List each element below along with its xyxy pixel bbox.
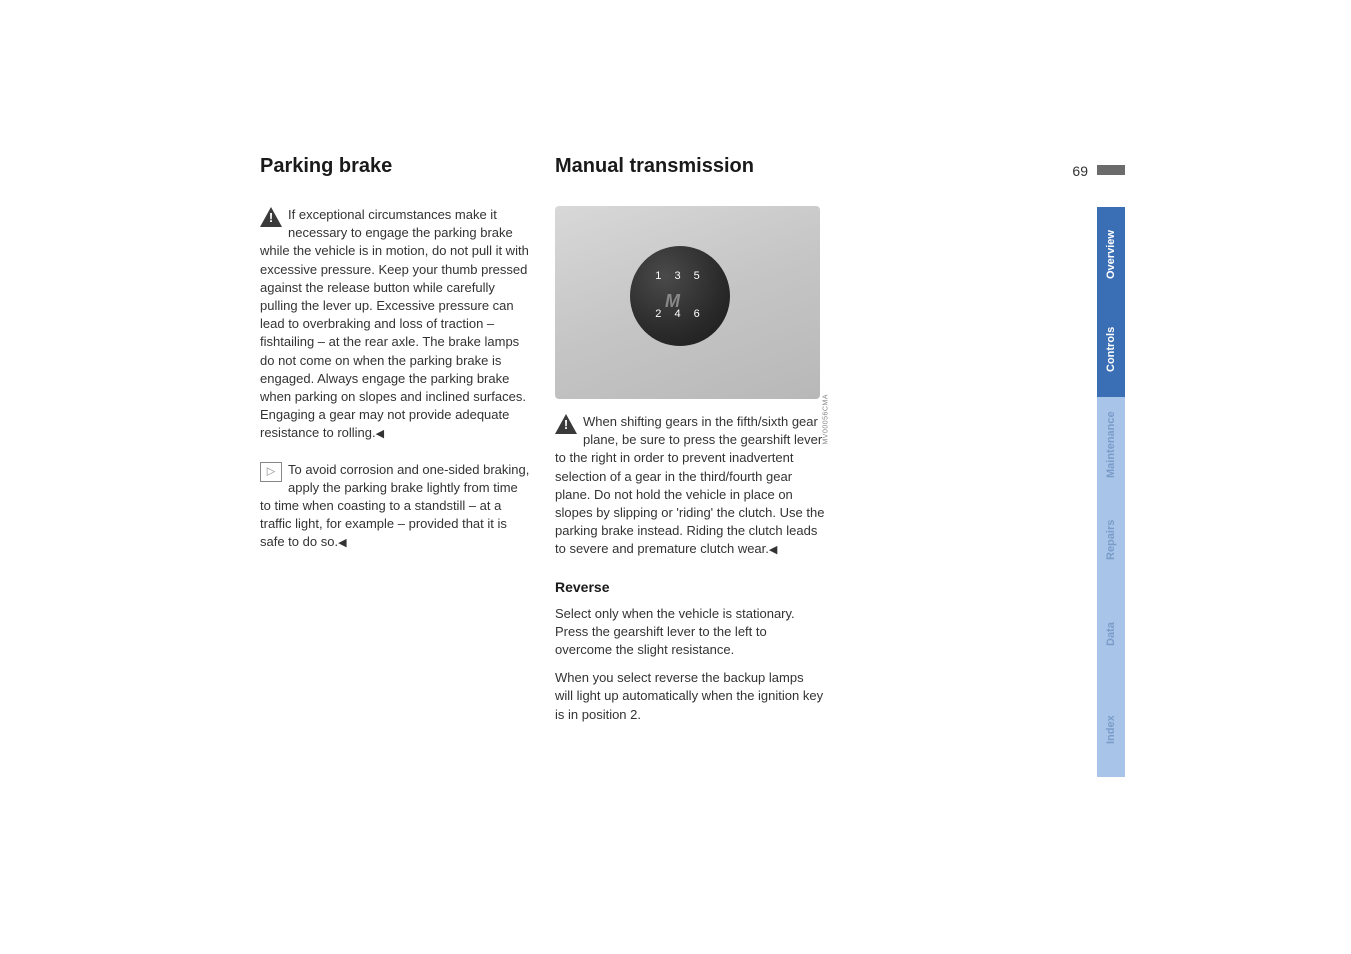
gear-logo: M (665, 291, 680, 312)
end-marker-icon: ◀ (376, 427, 384, 442)
warning-icon (260, 207, 282, 227)
sidebar-tabs: Overview Controls Maintenance Repairs Da… (1097, 207, 1125, 777)
warning-text: If exceptional circumstances make it nec… (260, 207, 529, 440)
reverse-text-2: When you select reverse the backup lamps… (555, 669, 825, 724)
end-marker-icon: ◀ (338, 536, 346, 551)
warning-block: If exceptional circumstances make it nec… (260, 206, 530, 443)
gearshift-figure: 1 3 5 2 4 6 M MV00056CMA (555, 206, 820, 399)
reverse-text-1: Select only when the vehicle is stationa… (555, 605, 825, 660)
page-number-bar (1097, 165, 1125, 175)
transmission-warning-text: When shifting gears in the fifth/sixth g… (555, 414, 824, 556)
tab-index[interactable]: Index (1097, 682, 1125, 777)
tip-text: To avoid corrosion and one-sided braking… (260, 462, 529, 550)
figure-caption: MV00056CMA (823, 394, 830, 445)
gear-pattern: 1 3 5 2 4 6 (652, 270, 708, 320)
warning-block: When shifting gears in the fifth/sixth g… (555, 413, 825, 559)
tip-block: To avoid corrosion and one-sided braking… (260, 461, 530, 552)
reverse-subheading: Reverse (555, 579, 825, 595)
tab-overview[interactable]: Overview (1097, 207, 1125, 302)
warning-icon (555, 414, 577, 434)
tab-data[interactable]: Data (1097, 587, 1125, 682)
gear-bottom-row: 2 4 6 (652, 308, 708, 320)
parking-brake-heading: Parking brake (260, 155, 530, 178)
tab-controls[interactable]: Controls (1097, 302, 1125, 397)
left-column: Parking brake If exceptional circumstanc… (260, 155, 530, 724)
tab-repairs[interactable]: Repairs (1097, 492, 1125, 587)
gear-knob-illustration: 1 3 5 2 4 6 M (630, 246, 730, 346)
tab-maintenance[interactable]: Maintenance (1097, 397, 1125, 492)
page-number: 69 (1072, 163, 1088, 179)
right-column: Manual transmission 1 3 5 2 4 6 M MV0005… (555, 155, 825, 724)
tip-icon (260, 462, 282, 482)
manual-transmission-heading: Manual transmission (555, 155, 825, 178)
gear-top-row: 1 3 5 (652, 270, 708, 282)
content-area: Parking brake If exceptional circumstanc… (260, 155, 1085, 724)
end-marker-icon: ◀ (769, 543, 777, 558)
